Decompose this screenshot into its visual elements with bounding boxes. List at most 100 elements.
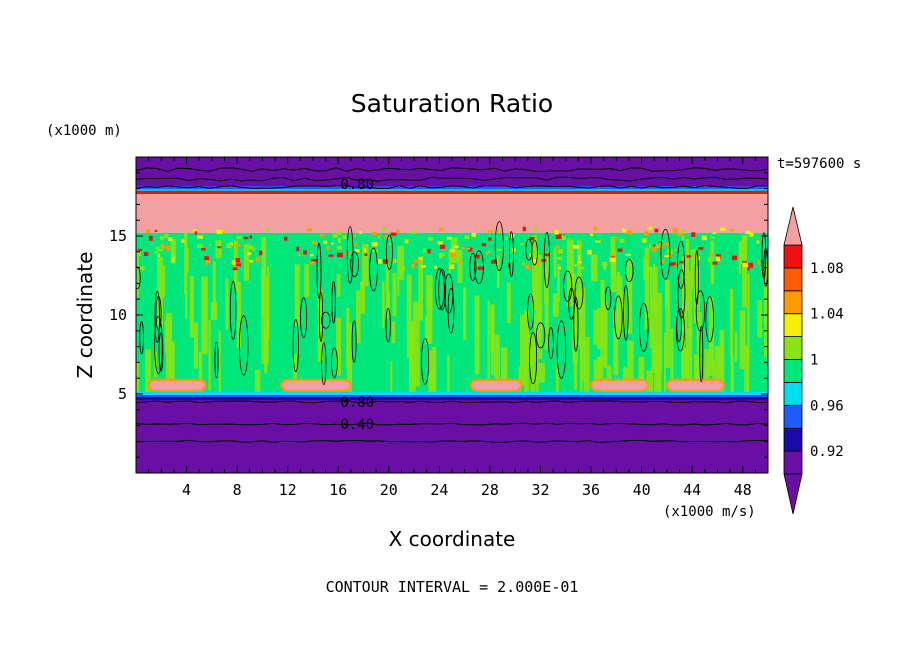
transition-speck xyxy=(497,229,501,234)
colorbar-level xyxy=(783,404,803,429)
x-tick-label: 44 xyxy=(683,481,701,499)
transition-speck xyxy=(194,231,197,235)
moist-plume xyxy=(530,336,536,394)
transition-speck xyxy=(197,244,203,248)
transition-speck xyxy=(646,267,652,271)
moist-plume xyxy=(193,322,199,369)
moist-plume xyxy=(712,361,717,394)
moist-plume xyxy=(496,255,500,289)
transition-speck xyxy=(544,253,550,257)
moist-plume xyxy=(573,359,577,390)
x-axis-label: X coordinate xyxy=(389,527,516,551)
moist-plume xyxy=(494,334,500,394)
moist-plume xyxy=(593,310,598,345)
contour-loop xyxy=(385,234,393,270)
moist-plume xyxy=(215,240,222,259)
lower-cloud-patch xyxy=(280,378,352,392)
cloud-base-rim xyxy=(136,394,768,398)
transition-speck xyxy=(326,246,330,251)
moist-plume xyxy=(696,311,702,355)
transition-speck xyxy=(670,262,676,266)
moist-plume xyxy=(165,313,173,386)
moist-plume xyxy=(426,287,433,343)
colorbar-over-arrow xyxy=(783,206,803,246)
contour-loop xyxy=(346,226,354,284)
contour-loop xyxy=(321,311,331,329)
transition-speck xyxy=(487,229,493,233)
transition-speck xyxy=(712,261,718,265)
transition-speck xyxy=(532,258,537,263)
moist-plume xyxy=(263,328,269,364)
transition-speck xyxy=(536,260,539,265)
transition-speck xyxy=(136,251,141,257)
moist-plume xyxy=(557,264,560,302)
transition-speck xyxy=(338,238,341,243)
transition-speck xyxy=(336,245,342,250)
transition-speck xyxy=(468,247,473,252)
transition-speck xyxy=(404,239,409,244)
y-axis-label: Z coordinate xyxy=(73,252,97,379)
contour-loop xyxy=(155,295,162,331)
contour-loop xyxy=(447,287,455,334)
moist-plume xyxy=(261,267,266,317)
transition-speck xyxy=(232,267,238,271)
transition-speck xyxy=(418,257,423,260)
transition-speck xyxy=(319,234,325,237)
moist-plume xyxy=(729,288,734,357)
moist-plume xyxy=(304,264,310,297)
colorbar-label: 1.04 xyxy=(810,307,844,323)
transition-speck xyxy=(337,231,342,236)
transition-speck xyxy=(504,236,509,241)
moist-plume xyxy=(553,247,557,278)
colorbar-level xyxy=(783,359,803,383)
moist-plume xyxy=(734,331,738,362)
x-tick-label: 8 xyxy=(233,481,242,499)
moist-plume xyxy=(261,237,267,288)
moist-plume xyxy=(610,250,617,293)
moist-plume xyxy=(739,240,743,265)
contour-label: 0.80 xyxy=(340,177,374,193)
moist-plume xyxy=(157,257,163,329)
moist-plume xyxy=(532,235,537,310)
transition-speck xyxy=(576,261,582,264)
moist-plume xyxy=(670,328,674,387)
transition-speck xyxy=(485,252,489,256)
transition-speck xyxy=(204,256,209,261)
contour-loop xyxy=(563,270,573,302)
contour-loop xyxy=(434,268,445,310)
transition-speck xyxy=(390,232,397,236)
transition-speck xyxy=(466,247,470,250)
moist-plume xyxy=(254,369,261,394)
moist-plume xyxy=(613,309,619,376)
transition-speck xyxy=(217,246,222,249)
x-tick-label: 20 xyxy=(380,481,398,499)
transition-speck xyxy=(749,232,754,237)
contour-line xyxy=(136,167,768,172)
transition-speck xyxy=(622,229,627,233)
transition-speck xyxy=(342,235,347,239)
transition-speck xyxy=(709,252,715,257)
moist-plume xyxy=(218,329,221,394)
contour-loop xyxy=(229,280,237,340)
moist-plume xyxy=(429,371,435,394)
contour-loop xyxy=(316,243,322,299)
moist-plume xyxy=(708,297,715,376)
transition-speck xyxy=(557,256,563,260)
moist-plume xyxy=(201,276,208,355)
moist-plume xyxy=(704,348,710,391)
cloud-top-rim xyxy=(136,190,768,194)
transition-speck xyxy=(481,243,486,247)
transition-speck xyxy=(742,241,745,245)
cloud-base-rim xyxy=(136,391,768,395)
moist-plume xyxy=(293,353,297,394)
moist-plume xyxy=(406,274,412,359)
transition-speck xyxy=(159,236,164,241)
field-texture xyxy=(136,186,768,401)
moist-plume xyxy=(644,247,650,330)
contour-label: 0.40 xyxy=(340,417,374,433)
moist-plume xyxy=(652,267,658,312)
transition-speck xyxy=(437,241,443,245)
transition-speck xyxy=(311,241,317,245)
transition-speck xyxy=(148,235,153,241)
contour-loop xyxy=(469,252,477,281)
